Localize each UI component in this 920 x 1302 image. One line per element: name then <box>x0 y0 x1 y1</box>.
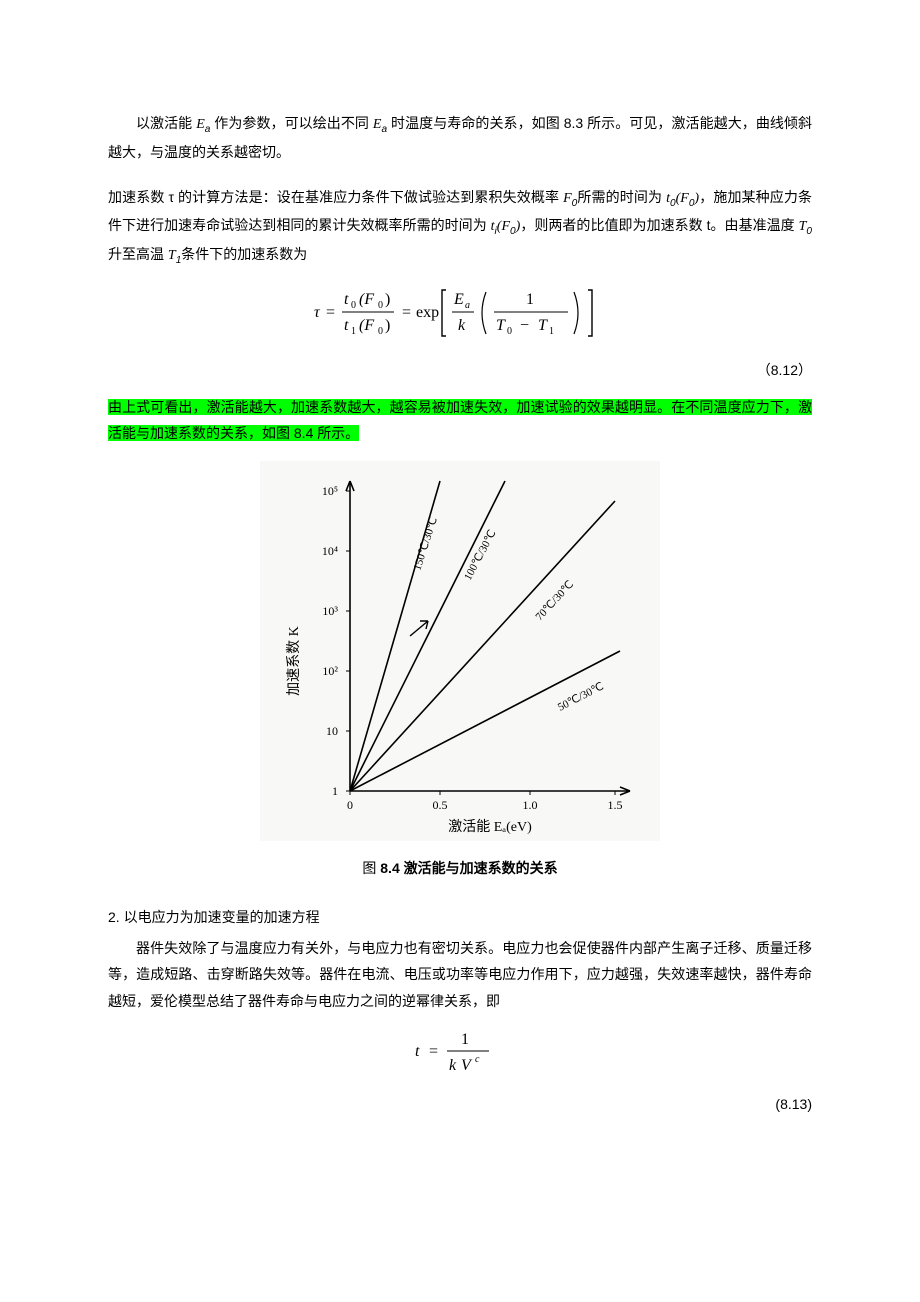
highlighted-paragraph: 由上式可看出，激活能越大，加速系数越大，越容易被加速失效，加速试验的效果越明显。… <box>108 394 812 447</box>
text: 升至高温 <box>108 246 168 262</box>
var-T1: T <box>168 248 176 263</box>
f12-F0asub: 0 <box>378 300 383 311</box>
text: ，则两者的比值即为加速系数 t。由基准温度 <box>520 217 798 233</box>
xtick-0: 0 <box>347 798 353 812</box>
text: 条件下的加速系数为 <box>181 246 307 262</box>
text: 以激活能 <box>136 115 196 131</box>
ytick-3: 10³ <box>322 604 338 618</box>
f13-t: t <box>415 1043 420 1060</box>
paragraph-intro: 以激活能 Ea 作为参数，可以绘出不同 Ea 时温度与寿命的关系，如图 8.3 … <box>108 110 812 166</box>
xtick-1: 0.5 <box>433 798 448 812</box>
equation-8-12-svg: τ = t 0 (F 0 ) t 1 (F 0 ) = exp E a <box>310 284 610 342</box>
figure-8-4-caption: 图 8.4 激活能与加速系数的关系 <box>108 855 812 882</box>
f13-one: 1 <box>461 1031 469 1048</box>
ytick-4: 10⁴ <box>322 544 338 558</box>
x-axis-label: 激活能 Eₐ(eV) <box>448 818 532 835</box>
f12-T0sub: 0 <box>507 326 512 337</box>
caption-text: 激活能与加速系数的关系 <box>400 860 558 876</box>
f12-one: 1 <box>526 291 534 308</box>
var-t0-arg: (F <box>676 191 689 206</box>
f12-exp: exp <box>416 304 439 321</box>
f12-F0bclose: ) <box>385 317 390 334</box>
f12-T1sub: 1 <box>549 326 554 337</box>
equation-number-8-13: (8.13) <box>108 1091 812 1118</box>
y-axis-label: 加速系数 K <box>286 626 302 696</box>
equation-8-13-svg: t = 1 k V c <box>405 1028 515 1076</box>
f12-minus: − <box>520 317 529 334</box>
ytick-5: 10⁵ <box>322 484 338 498</box>
f12-F0bsub: 0 <box>378 326 383 337</box>
f12-k: k <box>458 317 466 334</box>
paragraph-electrical: 器件失效除了与温度应力有关外，与电应力也有密切关系。电应力也会促使器件内部产生离… <box>108 935 812 1015</box>
text: 加速系数 τ 的计算方法是：设在基准应力条件下做试验达到累积失效概率 <box>108 189 563 205</box>
figure-8-4-svg: 1 10 10² 10³ 10⁴ 10⁵ 0 0.5 1.0 <box>260 461 660 841</box>
equation-number-8-12: （8.12） <box>108 357 812 384</box>
highlighted-text: 由上式可看出，激活能越大，加速系数越大，越容易被加速失效，加速试验的效果越明显。… <box>108 399 812 442</box>
f12-F0a: (F <box>359 291 374 308</box>
f12-T1: T <box>538 317 548 334</box>
caption-prefix: 图 <box>362 860 380 876</box>
section-2-heading: 2. 以电应力为加速变量的加速方程 <box>108 904 812 931</box>
paragraph-method: 加速系数 τ 的计算方法是：设在基准应力条件下做试验达到累积失效概率 F 0 所需的… <box>108 184 812 271</box>
var-ti-arg: (F <box>497 219 510 234</box>
f12-t0: t <box>344 291 349 308</box>
f13-eq: = <box>429 1043 438 1060</box>
f12-t1: t <box>344 317 349 334</box>
equation-8-13: t = 1 k V c <box>108 1028 812 1085</box>
f12-Ea: E <box>453 291 464 308</box>
xtick-3: 1.5 <box>608 798 623 812</box>
f12-eq1: = <box>326 304 335 321</box>
page-root: 以激活能 Ea 作为参数，可以绘出不同 Ea 时温度与寿命的关系，如图 8.3 … <box>0 0 920 1187</box>
f12-t1sub: 1 <box>351 326 356 337</box>
f12-T0: T <box>496 317 506 334</box>
text: 所需的时间为 <box>577 189 666 205</box>
var-f0: F <box>563 191 572 206</box>
f12-Easub: a <box>465 300 470 311</box>
ytick-0: 1 <box>332 784 338 798</box>
ytick-1: 10 <box>326 724 338 738</box>
ytick-2: 10² <box>322 664 338 678</box>
var-T0-sub: 0 <box>806 226 812 237</box>
f12-eq2: = <box>402 304 411 321</box>
f12-t0sub: 0 <box>351 300 356 311</box>
equation-8-12: τ = t 0 (F 0 ) t 1 (F 0 ) = exp E a <box>108 284 812 351</box>
f12-tau: τ <box>314 304 321 321</box>
f13-c: c <box>475 1054 480 1065</box>
f13-k: k <box>449 1057 457 1074</box>
figure-8-4: 1 10 10² 10³ 10⁴ 10⁵ 0 0.5 1.0 <box>108 461 812 850</box>
xtick-2: 1.0 <box>523 798 538 812</box>
f12-F0aclose: ) <box>385 291 390 308</box>
f12-F0b: (F <box>359 317 374 334</box>
caption-num: 8.4 <box>380 860 399 876</box>
f13-V: V <box>461 1057 473 1074</box>
var-ea: E <box>196 117 205 132</box>
text: 作为参数，可以绘出不同 <box>210 115 373 131</box>
